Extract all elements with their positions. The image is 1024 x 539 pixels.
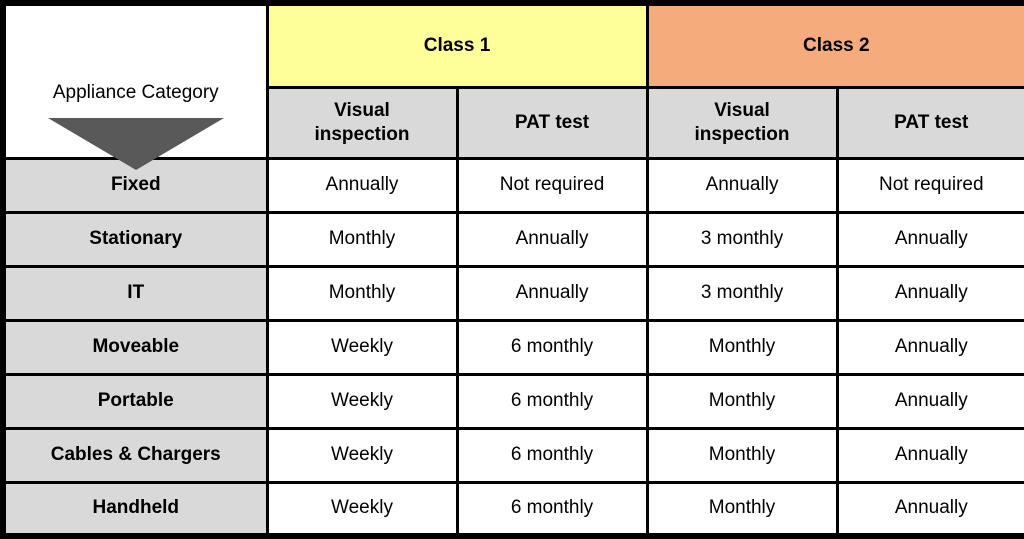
down-arrow-icon — [47, 118, 224, 170]
table-row-cables-chargers: Cables & Chargers Weekly 6 monthly Month… — [1, 426, 1024, 484]
subheader-label: Visual inspection — [694, 99, 790, 145]
table-row-handheld: Handheld Weekly 6 monthly Monthly Annual… — [1, 480, 1024, 538]
value-cell: 6 monthly — [455, 372, 649, 430]
category-cell: Handheld — [1, 480, 269, 538]
value-cell: Monthly — [265, 210, 459, 268]
value-cell: Annually — [835, 372, 1024, 430]
value-cell: 3 monthly — [645, 264, 839, 322]
value-cell: Annually — [455, 264, 649, 322]
value-cell: Weekly — [265, 372, 459, 430]
value-cell: Annually — [455, 210, 649, 268]
class-header-row: Appliance Category Class 1 Class 2 — [1, 1, 1024, 170]
subheader-label: Visual inspection — [314, 99, 410, 145]
category-cell: Portable — [1, 372, 269, 430]
sub-header-row: Visual inspection PAT test Visual inspec… — [3, 85, 1024, 160]
value-cell: Annually — [835, 426, 1024, 484]
subheader-class2-pat: PAT test — [835, 85, 1024, 160]
subheader-class1-pat: PAT test — [455, 85, 649, 160]
subheader-label: PAT test — [514, 111, 590, 133]
class2-header: Class 2 — [645, 1, 1024, 89]
subheader-label: PAT test — [894, 111, 969, 133]
value-cell: Monthly — [265, 264, 459, 322]
value-cell: Monthly — [645, 318, 839, 376]
value-cell: Weekly — [265, 480, 459, 538]
value-cell: Not required — [835, 156, 1024, 214]
value-cell: Weekly — [265, 426, 459, 484]
value-cell: Annually — [265, 156, 459, 214]
value-cell: 3 monthly — [645, 210, 839, 268]
category-cell: Stationary — [1, 210, 269, 268]
subheader-class2-visual: Visual inspection — [645, 85, 839, 160]
category-cell: Moveable — [1, 318, 269, 376]
value-cell: 6 monthly — [455, 426, 649, 484]
value-cell: 6 monthly — [455, 318, 649, 376]
value-cell: Annually — [835, 480, 1024, 538]
value-cell: Annually — [835, 264, 1024, 322]
value-cell: Weekly — [265, 318, 459, 376]
table-row-moveable: Moveable Weekly 6 monthly Monthly Annual… — [1, 318, 1024, 376]
value-cell: Monthly — [645, 426, 839, 484]
value-cell: Annually — [835, 210, 1024, 268]
class1-header: Class 1 — [265, 1, 649, 89]
value-cell: Monthly — [645, 372, 839, 430]
value-cell: 6 monthly — [455, 480, 649, 538]
corner-label: Appliance Category — [52, 82, 219, 103]
table-row-stationary: Stationary Monthly Annually 3 monthly An… — [1, 210, 1024, 268]
category-cell: IT — [1, 264, 269, 322]
table-row-fixed: Fixed Annually Not required Annually Not… — [1, 156, 1024, 214]
value-cell: Monthly — [645, 480, 839, 538]
value-cell: Annually — [645, 156, 839, 214]
value-cell: Annually — [835, 318, 1024, 376]
category-cell: Cables & Chargers — [1, 426, 269, 484]
subheader-class1-visual: Visual inspection — [265, 85, 459, 160]
corner-cell: Appliance Category — [1, 1, 269, 170]
value-cell: Not required — [455, 156, 649, 214]
table-row-it: IT Monthly Annually 3 monthly Annually — [1, 264, 1024, 322]
table-row-portable: Portable Weekly 6 monthly Monthly Annual… — [1, 372, 1024, 430]
